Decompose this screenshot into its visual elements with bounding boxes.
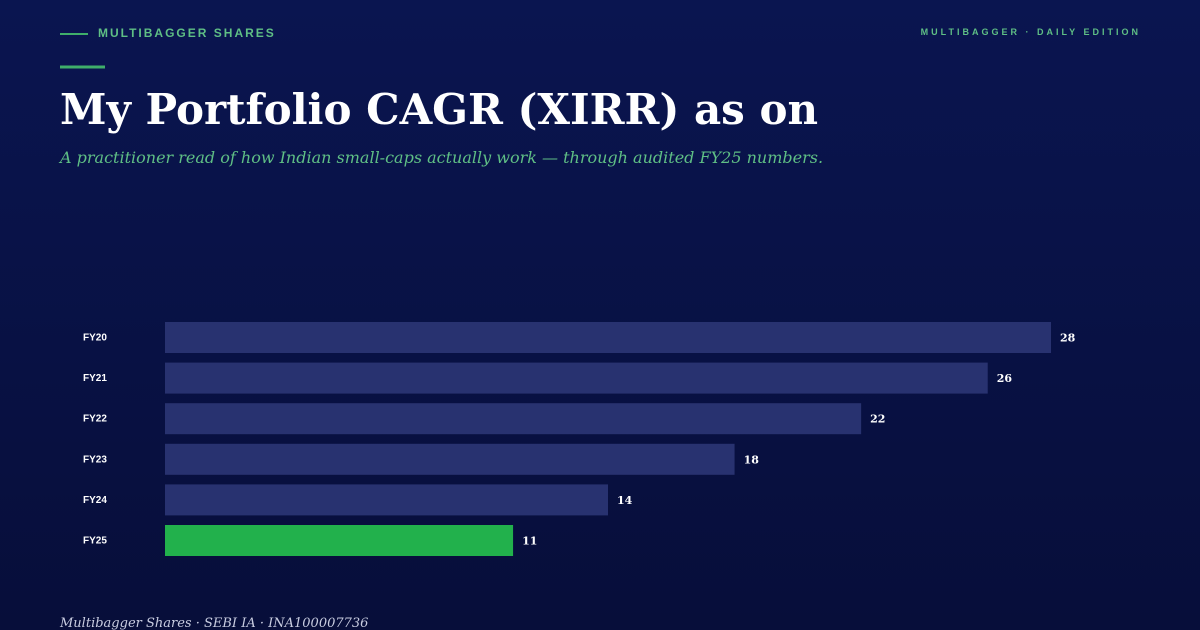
bar	[165, 322, 1051, 353]
y-tick-label: FY20	[83, 333, 107, 344]
bar	[165, 403, 862, 435]
y-tick-label: FY21	[83, 373, 107, 384]
bar	[165, 484, 608, 516]
value-label: 14	[617, 494, 633, 507]
value-label: 28	[1060, 332, 1076, 345]
value-label: 11	[522, 535, 537, 548]
bar	[165, 362, 988, 394]
y-tick-label: FY23	[83, 454, 107, 465]
value-label: 22	[870, 413, 885, 426]
y-tick-label: FY24	[83, 495, 107, 506]
kicker: MULTIBAGGER SHARES	[98, 26, 276, 40]
value-label: 18	[744, 453, 760, 466]
footer: Multibagger Shares · SEBI IA · INA100007…	[59, 616, 368, 630]
bar	[165, 443, 735, 475]
bar	[165, 525, 514, 556]
chart-title: My Portfolio CAGR (XIRR) as on	[60, 85, 818, 134]
edition: MULTIBAGGER · DAILY EDITION	[921, 27, 1141, 37]
y-tick-label: FY25	[83, 536, 107, 547]
subtitle: A practitioner read of how Indian small-…	[58, 148, 823, 167]
value-label: 26	[997, 372, 1013, 385]
y-tick-label: FY22	[83, 414, 107, 425]
